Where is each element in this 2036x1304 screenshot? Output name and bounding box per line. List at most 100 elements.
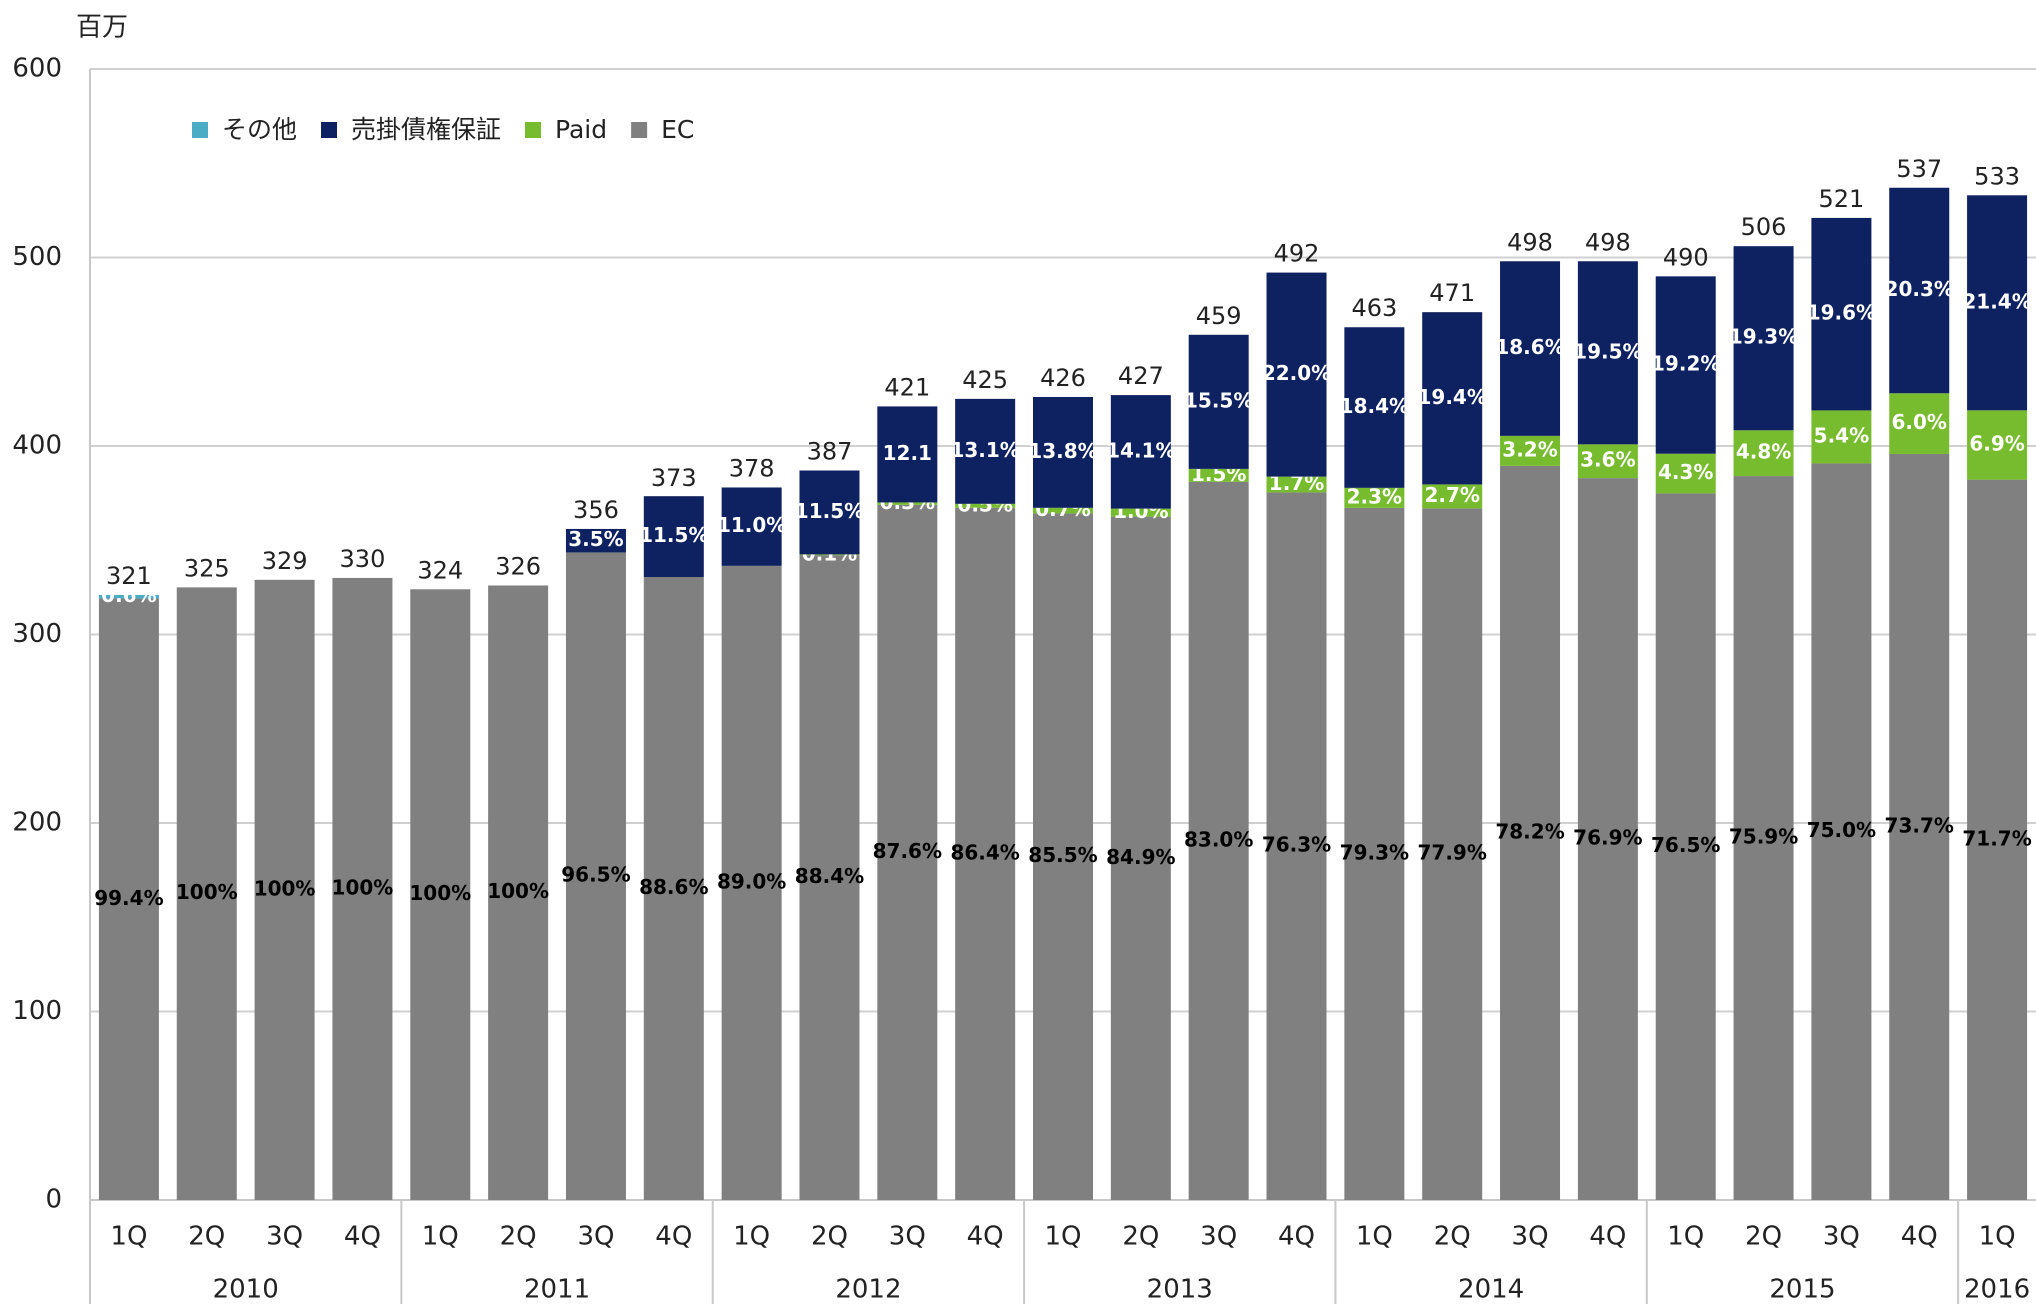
total-label: 373 <box>651 464 697 492</box>
x-tick-label: 2Q <box>500 1222 537 1252</box>
bar-segment <box>1577 444 1638 479</box>
data-label: 76.9% <box>1573 826 1642 850</box>
data-label: 100% <box>409 881 471 905</box>
bar-segment <box>1500 261 1561 436</box>
data-label: 2.3% <box>1347 484 1402 508</box>
bar-segment <box>1188 468 1249 482</box>
bar-segment <box>1033 396 1093 508</box>
bar-segment <box>1889 393 1950 454</box>
data-label: 19.4% <box>1418 385 1487 409</box>
bar-segment <box>1344 507 1405 1200</box>
y-tick-label: 600 <box>12 54 62 84</box>
year-label: 2010 <box>213 1275 279 1304</box>
data-label: 11.5% <box>795 499 864 523</box>
bar-segment <box>1344 327 1405 488</box>
total-label: 521 <box>1818 185 1864 213</box>
data-label: 18.4% <box>1340 394 1409 418</box>
bar-segment <box>955 507 1016 1200</box>
total-label: 356 <box>573 496 619 524</box>
year-label: 2015 <box>1769 1275 1835 1304</box>
year-label: 2013 <box>1147 1275 1213 1304</box>
total-label: 321 <box>106 562 152 590</box>
data-label: 0.6% <box>101 583 156 607</box>
year-label: 2012 <box>835 1275 901 1304</box>
data-label: 19.5% <box>1573 339 1642 363</box>
data-label: 19.6% <box>1807 301 1876 325</box>
data-label: 11.0% <box>717 513 786 537</box>
legend-swatch <box>192 122 208 138</box>
total-label: 421 <box>884 373 930 401</box>
data-label: 100% <box>332 875 394 899</box>
bar-segment <box>1889 187 1950 394</box>
data-label: 22.0% <box>1262 361 1331 385</box>
bar-segment <box>1577 478 1638 1200</box>
bar-segment <box>98 598 159 1200</box>
data-label: 2.7% <box>1424 483 1479 507</box>
bar-segment <box>721 565 782 1200</box>
bar-segment <box>1188 334 1249 469</box>
bar-segment <box>1500 435 1561 466</box>
x-tick-label: 1Q <box>1979 1222 2016 1252</box>
y-tick-label: 200 <box>12 808 62 838</box>
data-label: 88.6% <box>639 875 708 899</box>
bar-segment <box>410 589 471 1200</box>
data-label: 84.9% <box>1106 845 1175 869</box>
total-label: 490 <box>1663 243 1709 271</box>
bar-segment <box>721 487 782 566</box>
data-label: 76.3% <box>1262 833 1331 857</box>
data-label: 19.3% <box>1729 325 1798 349</box>
bar-segment <box>98 594 159 599</box>
x-tick-label: 1Q <box>110 1222 147 1252</box>
bar-segment <box>1110 508 1171 517</box>
x-tick-label: 3Q <box>577 1222 614 1252</box>
y-tick-label: 100 <box>12 996 62 1026</box>
legend-swatch <box>321 122 338 138</box>
bar-segment <box>799 554 860 556</box>
data-label: 14.1% <box>1106 438 1175 462</box>
bar-segment <box>488 585 549 1200</box>
bar-segment <box>1655 276 1716 454</box>
total-label: 427 <box>1118 362 1164 390</box>
data-label: 11.5% <box>639 523 708 547</box>
x-tick-label: 3Q <box>1823 1222 1860 1252</box>
bar-segment <box>1110 395 1171 509</box>
year-label: 2011 <box>524 1275 590 1304</box>
x-tick-label: 4Q <box>1901 1222 1938 1252</box>
bar-segment <box>1344 487 1405 508</box>
data-label: 12.1 <box>883 441 932 465</box>
data-label: 86.4% <box>950 840 1019 864</box>
data-label: 89.0% <box>717 869 786 893</box>
bar-segment <box>565 552 626 1200</box>
total-label: 492 <box>1274 240 1320 268</box>
bar-segment <box>254 579 315 1200</box>
total-label: 471 <box>1429 279 1475 307</box>
data-label: 88.4% <box>795 864 864 888</box>
data-label: 3.6% <box>1580 448 1635 472</box>
x-tick-label: 4Q <box>1278 1222 1315 1252</box>
y-tick-label: 0 <box>45 1185 62 1215</box>
x-tick-label: 2Q <box>1745 1222 1782 1252</box>
bar-segment <box>1811 410 1872 464</box>
data-label: 96.5% <box>561 863 630 887</box>
year-label: 2014 <box>1458 1275 1524 1304</box>
y-unit: 百万 <box>76 13 128 43</box>
total-label: 326 <box>495 552 541 580</box>
x-tick-label: 1Q <box>1356 1222 1393 1252</box>
y-tick-label: 400 <box>12 431 62 461</box>
bar-segment <box>1889 453 1950 1200</box>
bar-segment <box>643 577 704 1200</box>
bar-segment <box>176 587 237 1200</box>
data-label: 20.3% <box>1885 277 1954 301</box>
bar-segment <box>1655 493 1716 1201</box>
legend-label: Paid <box>555 115 607 144</box>
x-tick-label: 2Q <box>811 1222 848 1252</box>
data-label: 100% <box>487 879 549 903</box>
bar-segment <box>1422 312 1483 485</box>
bar-segment <box>1967 410 2028 480</box>
bar-segment <box>332 577 393 1200</box>
bar-segment <box>1733 246 1794 431</box>
x-tick-label: 1Q <box>1044 1222 1081 1252</box>
total-label: 506 <box>1741 213 1787 241</box>
bar-segment <box>1733 430 1794 477</box>
